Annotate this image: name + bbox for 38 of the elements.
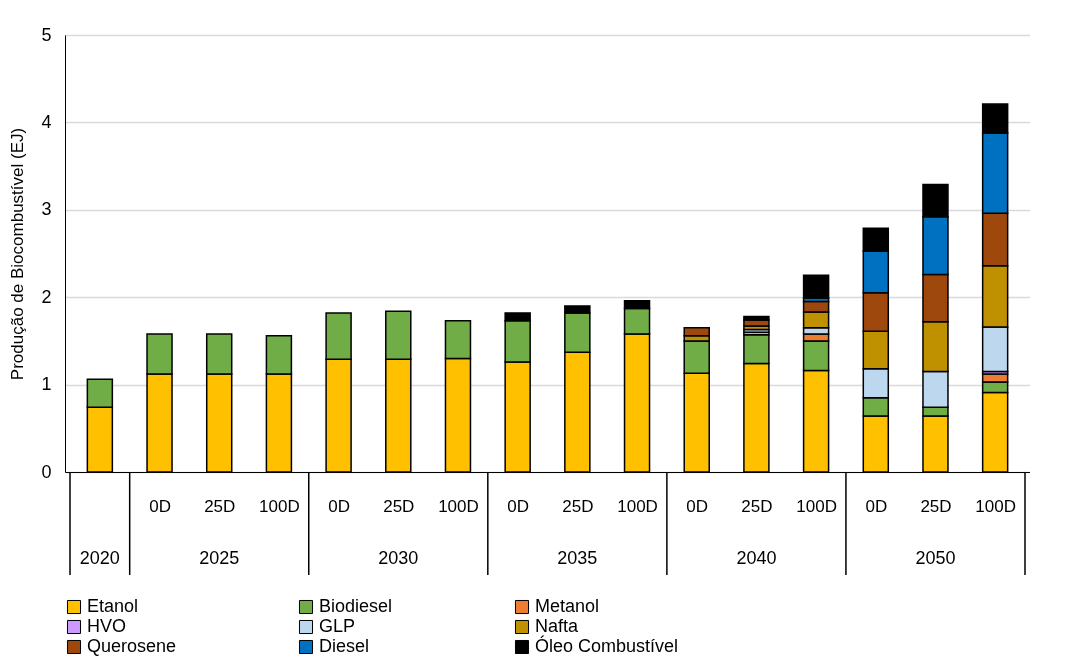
x-tick-label: 25D <box>383 496 415 516</box>
x-tick-label: 100D <box>617 496 658 516</box>
x-tick-label: 0D <box>507 496 530 516</box>
x-tick-label: 25D <box>920 496 952 516</box>
x-tick-label: 0D <box>686 496 709 516</box>
x-tick-label: 100D <box>438 496 479 516</box>
y-tick-label: 5 <box>41 24 52 45</box>
x-tick-label: 0D <box>328 496 350 516</box>
text: 2025 <box>199 548 240 568</box>
x-tick-label: 100D <box>975 496 1016 516</box>
x-tick-label: 0D <box>865 496 888 516</box>
legend-label: Biodiesel <box>319 596 393 616</box>
text: 2040 <box>736 548 777 568</box>
x-tick-label: 25D <box>562 496 594 516</box>
y-axis-title: Produção de Biocombustível (EJ) <box>8 127 28 381</box>
y-tick-label: 3 <box>41 199 52 220</box>
x-tick-label: 25D <box>741 496 773 516</box>
legend-label: Metanol <box>535 596 600 616</box>
legend-label: Diesel <box>319 636 370 656</box>
text: 2030 <box>378 548 419 568</box>
x-tick-label: 100D <box>259 496 300 516</box>
legend-label: Etanol <box>87 596 139 616</box>
x-tick-label: 0D <box>149 496 171 516</box>
y-tick-label: 2 <box>41 286 52 307</box>
legend-label: HVO <box>87 616 127 636</box>
y-tick-label: 4 <box>41 111 52 132</box>
legend-label: Óleo Combustível <box>535 635 679 656</box>
x-tick-label: 25D <box>204 496 236 516</box>
text: 2035 <box>557 548 598 568</box>
x-tick-label: 100D <box>796 496 837 516</box>
text: 2050 <box>915 548 956 568</box>
text: 2020 <box>79 548 120 568</box>
legend-label: GLP <box>319 616 356 636</box>
legend-label: Nafta <box>535 616 580 636</box>
legend-label: Querosene <box>87 636 177 656</box>
bar <box>802 274 830 299</box>
y-tick-label: 0 <box>41 461 52 482</box>
y-tick-label: 1 <box>41 374 52 395</box>
